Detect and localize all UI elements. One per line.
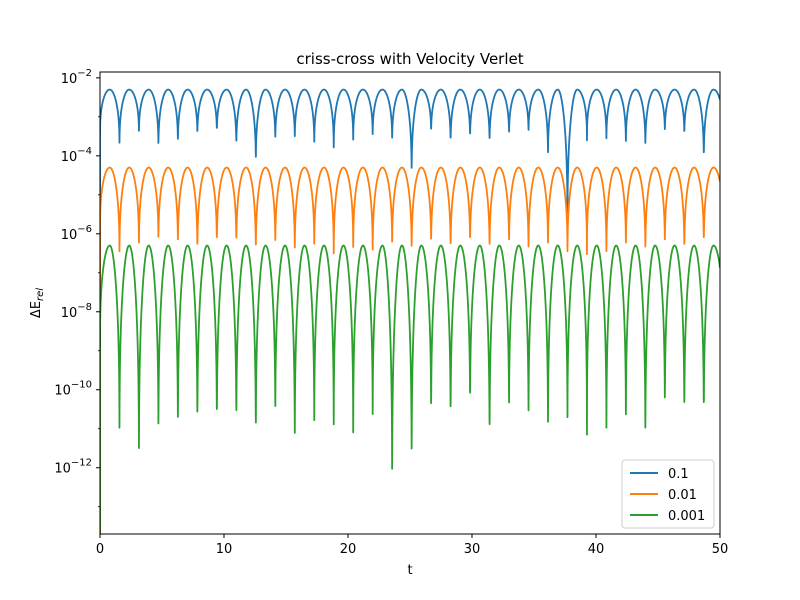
x-tick-label: 40 [588, 542, 605, 557]
chart-title: criss-cross with Velocity Verlet [296, 50, 523, 68]
x-tick-label: 30 [464, 542, 481, 557]
x-tick-label: 50 [712, 542, 729, 557]
x-axis-ticks: 0 10 20 30 40 50 [96, 534, 728, 557]
y-axis-label: ΔErel [29, 288, 46, 318]
series-line-0.01 [100, 166, 720, 534]
y-tick-label-base: 10 [61, 306, 78, 321]
y-tick-label-base: 10 [54, 384, 71, 399]
y-tick-label-base: 10 [61, 72, 78, 87]
y-tick-label: 10−12 [54, 458, 92, 477]
y-tick-label-exponent: −6 [77, 224, 92, 235]
y-tick-label: 10−6 [61, 224, 92, 243]
series-line-0.1 [100, 88, 720, 534]
series-line-0.001 [100, 244, 720, 534]
legend-label-0.1: 0.1 [668, 467, 689, 482]
y-tick-label-exponent: −4 [77, 146, 92, 157]
y-tick-label-exponent: −8 [77, 302, 92, 313]
series-layer [100, 88, 720, 534]
y-axis-label-subscript: rel [35, 288, 46, 301]
y-tick-label-base: 10 [61, 150, 78, 165]
y-tick-label: 10−10 [54, 380, 92, 399]
x-axis-label: t [407, 563, 412, 578]
plot-frame [99, 71, 721, 535]
y-tick-label-exponent: −12 [71, 458, 92, 469]
y-tick-label-exponent: −2 [77, 68, 92, 79]
y-tick-label-base: 10 [61, 228, 78, 243]
y-axis-label-main: ΔE [29, 301, 44, 318]
y-tick-label: 10−4 [61, 146, 92, 165]
x-tick-label: 0 [96, 542, 104, 557]
legend-label-0.001: 0.001 [668, 509, 705, 524]
y-tick-label-exponent: −10 [71, 380, 92, 391]
y-tick-label-base: 10 [54, 462, 71, 477]
y-tick-label: 10−2 [61, 68, 92, 87]
legend: 0.1 0.01 0.001 [621, 459, 715, 529]
legend-label-0.01: 0.01 [668, 488, 697, 503]
x-tick-label: 20 [340, 542, 357, 557]
legend-box [621, 459, 715, 529]
x-tick-label: 10 [216, 542, 233, 557]
y-tick-label: 10−8 [61, 302, 92, 321]
